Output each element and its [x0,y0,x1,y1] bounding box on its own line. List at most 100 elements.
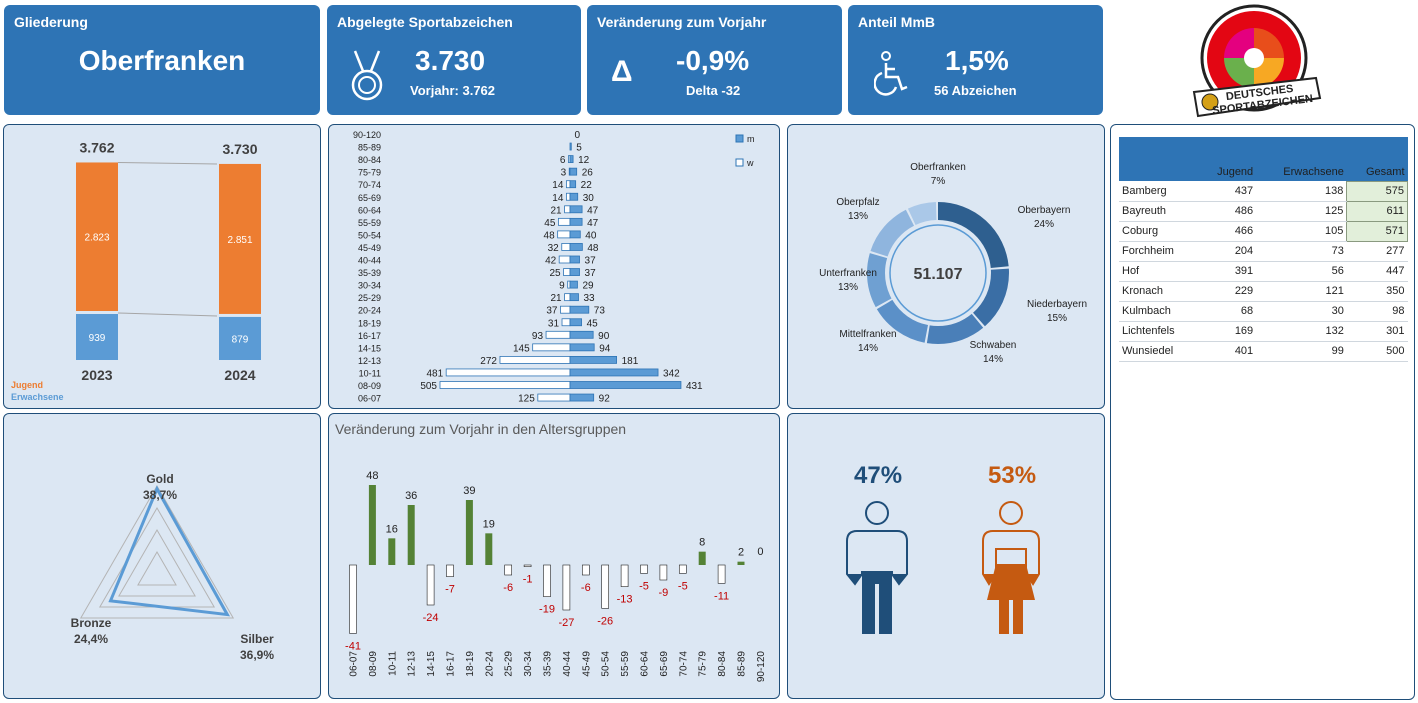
change-category-label: 20-24 [484,651,495,677]
legend-erwachsene: Erwachsene [11,392,64,402]
change-category-label: 30-34 [523,651,534,677]
cell-erwachsene: 121 [1256,281,1347,302]
age-label: 55-59 [358,218,381,228]
year-label: 2023 [81,367,112,383]
cell-gesamt: 301 [1346,321,1408,342]
change-category-label: 80-84 [717,651,728,677]
gender-panel: 47% 53% [787,413,1105,699]
sportabzeichen-logo: DEUTSCHES SPORTABZEICHEN [1192,4,1322,117]
cell-erwachsene: 56 [1256,261,1347,282]
change-bar-positive [737,561,745,565]
legend-jugend: Jugend [11,380,43,390]
change-category-label: 70-74 [678,651,689,677]
age-label: 16-17 [358,331,381,341]
female-value-label: 481 [426,368,443,379]
age-label: 50-54 [358,230,381,240]
age-label: 85-89 [358,143,381,153]
kpi-gliederung-title: Gliederung [14,14,88,30]
donut-percent: 7% [931,176,946,187]
male-value-label: 5 [576,143,582,154]
connector-line [117,161,218,165]
donut-percent: 14% [858,343,878,354]
age-label: 06-07 [358,394,381,404]
donut-percent: 15% [1047,313,1067,324]
cell-erwachsene: 30 [1256,301,1347,322]
cell-name: Bayreuth [1119,201,1199,222]
age-label: 30-34 [358,281,381,291]
change-category-label: 75-79 [698,651,709,677]
radar-grid [137,550,177,586]
female-value-label: 42 [545,256,557,267]
male-value-label: 92 [599,394,611,405]
cell-jugend: 466 [1198,221,1257,242]
male-value-label: 47 [587,205,599,216]
change-bar-negative [717,564,726,584]
change-category-label: 45-49 [581,651,592,677]
radar-category-label: Silber [240,632,274,646]
age-label: 75-79 [358,168,381,178]
change-value-label: 39 [463,485,475,497]
total-label: 3.730 [222,141,257,157]
age-label: 08-09 [358,381,381,391]
donut-center-total: 51.107 [914,266,963,283]
kpi-mmb-sub: 56 Abzeichen [934,83,1017,98]
cell-gesamt: 500 [1346,341,1408,362]
change-value-label: 48 [366,470,378,482]
male-figure-icon [846,501,908,634]
female-value-label: 9 [559,281,565,292]
male-value-label: 342 [663,368,680,379]
male-value-label: 45 [587,318,599,329]
erwachsene-bar-2024 [219,316,261,360]
age-label: 45-49 [358,243,381,253]
kpi-veraenderung-card: Veränderung zum Vorjahr Δ -0,9% Delta -3… [587,5,842,115]
male-value-label: 431 [686,381,703,392]
change-value-label: 16 [386,523,398,535]
male-bar [569,330,594,339]
age-label: 80-84 [358,155,381,165]
male-value-label: 33 [583,293,595,304]
legend-w-label: w [746,158,754,168]
change-category-label: 18-19 [465,651,476,677]
change-value-label: 19 [483,518,495,530]
change-category-label: 25-29 [504,651,515,677]
cell-name: Kulmbach [1119,301,1199,322]
female-bar [557,230,571,239]
female-bar [564,293,571,302]
male-value-label: 12 [578,155,590,166]
change-value-label: -24 [423,612,439,624]
change-bar-negative [582,564,590,576]
age-label: 14-15 [358,343,381,353]
change-value-label: 0 [757,546,763,558]
change-category-label: 60-64 [640,651,651,677]
donut-label: Schwaben [970,340,1017,351]
change-category-label: 16-17 [446,651,457,677]
male-bar [569,293,579,302]
change-bar-positive [407,505,415,565]
radar-grid [118,529,196,597]
legend-m-swatch [735,134,744,143]
kpi-gliederung-value: Oberfranken [78,45,246,76]
female-bar [499,355,571,364]
female-bar [532,343,571,352]
female-value-label: 505 [420,381,437,392]
male-value-label: 29 [582,281,594,292]
donut-percent: 13% [848,211,868,222]
male-value-label: 48 [587,243,599,254]
change-bar-negative [640,564,648,574]
cell-name: Kronach [1119,281,1199,302]
change-bar-positive [698,551,706,565]
change-value-label: -1 [523,574,533,586]
cell-jugend: 401 [1198,341,1257,362]
age-label: 70-74 [358,180,381,190]
kpi-mmb-card: Anteil MmB 1,5% 56 Abzeichen [848,5,1103,115]
female-bar [545,330,571,339]
figure-torso [982,530,1040,586]
change-bar-negative [620,564,629,587]
jugend-value-label: 2.823 [84,233,109,244]
female-value-label: 272 [480,356,497,367]
table-row: Wunsiedel 401 99 500 [1119,341,1408,362]
table-row: Lichtenfels 169 132 301 [1119,321,1408,342]
radar-series [108,485,231,617]
female-value-label: 125 [518,394,535,405]
female-value-label: 14 [552,193,564,204]
